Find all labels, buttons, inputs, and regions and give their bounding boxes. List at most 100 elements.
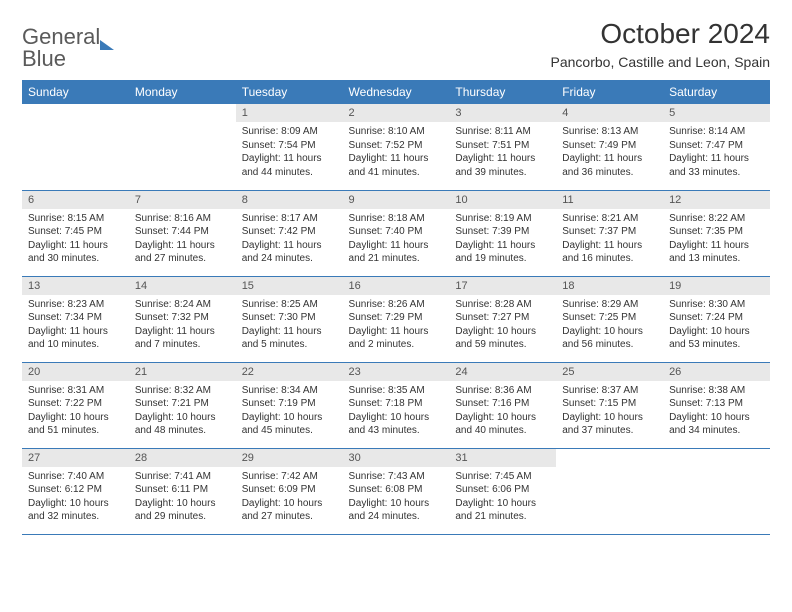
calendar-cell: 23Sunrise: 8:35 AMSunset: 7:18 PMDayligh… — [343, 362, 450, 448]
sunset-line: Sunset: 7:13 PM — [669, 397, 764, 411]
sunrise-line: Sunrise: 8:23 AM — [28, 298, 123, 312]
day-details: Sunrise: 8:14 AMSunset: 7:47 PMDaylight:… — [663, 122, 770, 183]
daylight-line: Daylight: 11 hours and 41 minutes. — [349, 152, 444, 179]
day-number: 11 — [556, 191, 663, 209]
sunrise-line: Sunrise: 8:19 AM — [455, 212, 550, 226]
daylight-line: Daylight: 10 hours and 40 minutes. — [455, 411, 550, 438]
sunrise-line: Sunrise: 8:24 AM — [135, 298, 230, 312]
day-number: 12 — [663, 191, 770, 209]
daylight-line: Daylight: 11 hours and 44 minutes. — [242, 152, 337, 179]
calendar-week: 27Sunrise: 7:40 AMSunset: 6:12 PMDayligh… — [22, 448, 770, 534]
daylight-line: Daylight: 10 hours and 53 minutes. — [669, 325, 764, 352]
day-number: 31 — [449, 449, 556, 467]
calendar-body: 1Sunrise: 8:09 AMSunset: 7:54 PMDaylight… — [22, 104, 770, 534]
daylight-line: Daylight: 10 hours and 48 minutes. — [135, 411, 230, 438]
calendar-cell: 4Sunrise: 8:13 AMSunset: 7:49 PMDaylight… — [556, 104, 663, 190]
daylight-line: Daylight: 11 hours and 5 minutes. — [242, 325, 337, 352]
sunrise-line: Sunrise: 8:31 AM — [28, 384, 123, 398]
sunset-line: Sunset: 7:15 PM — [562, 397, 657, 411]
sunset-line: Sunset: 6:09 PM — [242, 483, 337, 497]
day-header-row: SundayMondayTuesdayWednesdayThursdayFrid… — [22, 80, 770, 104]
sunset-line: Sunset: 6:06 PM — [455, 483, 550, 497]
calendar-cell — [663, 448, 770, 534]
sunrise-line: Sunrise: 8:18 AM — [349, 212, 444, 226]
daylight-line: Daylight: 11 hours and 2 minutes. — [349, 325, 444, 352]
daylight-line: Daylight: 10 hours and 37 minutes. — [562, 411, 657, 438]
calendar-cell: 3Sunrise: 8:11 AMSunset: 7:51 PMDaylight… — [449, 104, 556, 190]
calendar-cell: 7Sunrise: 8:16 AMSunset: 7:44 PMDaylight… — [129, 190, 236, 276]
sunrise-line: Sunrise: 8:30 AM — [669, 298, 764, 312]
calendar-week: 1Sunrise: 8:09 AMSunset: 7:54 PMDaylight… — [22, 104, 770, 190]
day-number: 24 — [449, 363, 556, 381]
daylight-line: Daylight: 11 hours and 7 minutes. — [135, 325, 230, 352]
calendar-cell: 1Sunrise: 8:09 AMSunset: 7:54 PMDaylight… — [236, 104, 343, 190]
calendar-cell: 24Sunrise: 8:36 AMSunset: 7:16 PMDayligh… — [449, 362, 556, 448]
calendar-cell: 2Sunrise: 8:10 AMSunset: 7:52 PMDaylight… — [343, 104, 450, 190]
calendar-cell: 25 Sunrise: 8:37 AMSunset: 7:15 PMDayligh… — [556, 362, 663, 448]
day-number: 17 — [449, 277, 556, 295]
location: Pancorbo, Castille and Leon, Spain — [551, 54, 770, 70]
calendar-cell: 9Sunrise: 8:18 AMSunset: 7:40 PMDaylight… — [343, 190, 450, 276]
sunset-line: Sunset: 7:24 PM — [669, 311, 764, 325]
daylight-line: Daylight: 11 hours and 16 minutes. — [562, 239, 657, 266]
sunrise-line: Sunrise: 7:43 AM — [349, 470, 444, 484]
daylight-line: Daylight: 11 hours and 21 minutes. — [349, 239, 444, 266]
day-details: Sunrise: 8:24 AMSunset: 7:32 PMDaylight:… — [129, 295, 236, 356]
sunrise-line: Sunrise: 8:13 AM — [562, 125, 657, 139]
daylight-line: Daylight: 11 hours and 33 minutes. — [669, 152, 764, 179]
logo-line1: General — [22, 26, 100, 48]
day-details: Sunrise: 8:09 AMSunset: 7:54 PMDaylight:… — [236, 122, 343, 183]
sunrise-line: Sunrise: 7:45 AM — [455, 470, 550, 484]
day-number: 6 — [22, 191, 129, 209]
daylight-line: Daylight: 10 hours and 27 minutes. — [242, 497, 337, 524]
calendar-cell: 20Sunrise: 8:31 AMSunset: 7:22 PMDayligh… — [22, 362, 129, 448]
daylight-line: Daylight: 10 hours and 32 minutes. — [28, 497, 123, 524]
day-number: 25 — [556, 363, 663, 381]
day-details: Sunrise: 8:19 AMSunset: 7:39 PMDaylight:… — [449, 209, 556, 270]
calendar-cell: 18Sunrise: 8:29 AMSunset: 7:25 PMDayligh… — [556, 276, 663, 362]
logo-text-block: General Blue — [22, 26, 100, 70]
calendar-cell: 29Sunrise: 7:42 AMSunset: 6:09 PMDayligh… — [236, 448, 343, 534]
sunset-line: Sunset: 7:16 PM — [455, 397, 550, 411]
sunset-line: Sunset: 7:45 PM — [28, 225, 123, 239]
sunset-line: Sunset: 7:37 PM — [562, 225, 657, 239]
sunset-line: Sunset: 7:54 PM — [242, 139, 337, 153]
day-details: Sunrise: 8:17 AMSunset: 7:42 PMDaylight:… — [236, 209, 343, 270]
sunset-line: Sunset: 7:52 PM — [349, 139, 444, 153]
sunset-line: Sunset: 7:22 PM — [28, 397, 123, 411]
sunrise-line: Sunrise: 8:21 AM — [562, 212, 657, 226]
daylight-line: Daylight: 10 hours and 56 minutes. — [562, 325, 657, 352]
day-header: Sunday — [22, 80, 129, 104]
day-number: 22 — [236, 363, 343, 381]
day-details: Sunrise: 8:31 AMSunset: 7:22 PMDaylight:… — [22, 381, 129, 442]
day-number: 30 — [343, 449, 450, 467]
sunset-line: Sunset: 7:42 PM — [242, 225, 337, 239]
day-details: Sunrise: 7:42 AMSunset: 6:09 PMDaylight:… — [236, 467, 343, 528]
sunset-line: Sunset: 6:11 PM — [135, 483, 230, 497]
sunset-line: Sunset: 7:21 PM — [135, 397, 230, 411]
day-details: Sunrise: 8:32 AMSunset: 7:21 PMDaylight:… — [129, 381, 236, 442]
sunrise-line: Sunrise: 8:22 AM — [669, 212, 764, 226]
day-details: Sunrise: 8:21 AMSunset: 7:37 PMDaylight:… — [556, 209, 663, 270]
daylight-line: Daylight: 10 hours and 45 minutes. — [242, 411, 337, 438]
day-details: Sunrise: 8:34 AMSunset: 7:19 PMDaylight:… — [236, 381, 343, 442]
calendar-cell: 5Sunrise: 8:14 AMSunset: 7:47 PMDaylight… — [663, 104, 770, 190]
sunrise-line: Sunrise: 8:32 AM — [135, 384, 230, 398]
sunrise-line: Sunrise: 8:09 AM — [242, 125, 337, 139]
sunrise-line: Sunrise: 8:14 AM — [669, 125, 764, 139]
sunset-line: Sunset: 7:49 PM — [562, 139, 657, 153]
day-number: 3 — [449, 104, 556, 122]
day-number: 4 — [556, 104, 663, 122]
logo: General Blue — [22, 18, 114, 70]
sunrise-line: Sunrise: 8:37 AM — [562, 384, 657, 398]
day-header: Saturday — [663, 80, 770, 104]
logo-line2: Blue — [22, 48, 100, 70]
day-details: Sunrise: 8:18 AMSunset: 7:40 PMDaylight:… — [343, 209, 450, 270]
day-number: 21 — [129, 363, 236, 381]
daylight-line: Daylight: 11 hours and 24 minutes. — [242, 239, 337, 266]
header: General Blue October 2024 Pancorbo, Cast… — [22, 18, 770, 70]
sunset-line: Sunset: 6:08 PM — [349, 483, 444, 497]
day-number: 2 — [343, 104, 450, 122]
sunrise-line: Sunrise: 8:26 AM — [349, 298, 444, 312]
calendar-week: 13Sunrise: 8:23 AMSunset: 7:34 PMDayligh… — [22, 276, 770, 362]
